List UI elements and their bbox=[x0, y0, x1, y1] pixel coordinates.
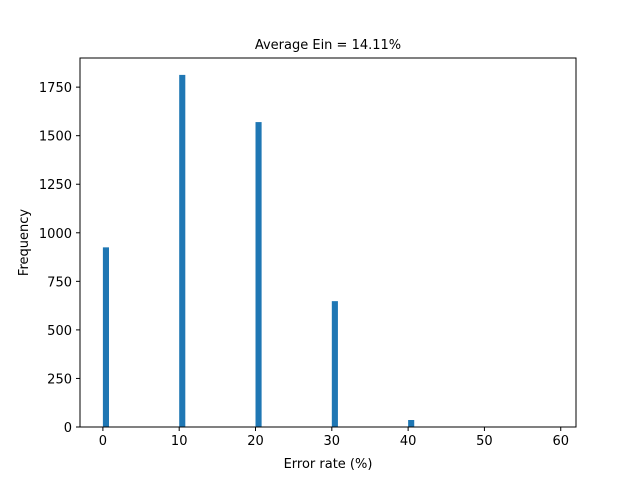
plot-frame bbox=[79, 57, 577, 428]
y-tick-label: 500 bbox=[47, 324, 72, 339]
x-tick-label: 10 bbox=[171, 434, 188, 449]
y-tick-label: 1750 bbox=[39, 81, 72, 96]
y-tick-label: 250 bbox=[47, 372, 72, 387]
x-tick-label: 30 bbox=[324, 434, 341, 449]
y-axis-label: Frequency bbox=[17, 209, 32, 276]
x-tick-label: 0 bbox=[99, 434, 107, 449]
y-tick-label: 1250 bbox=[39, 178, 72, 193]
bar-3 bbox=[331, 301, 338, 427]
bar-0 bbox=[102, 247, 109, 427]
y-tick-label: 1000 bbox=[39, 227, 72, 242]
bar-1 bbox=[179, 74, 186, 428]
bars-group bbox=[102, 74, 415, 428]
x-tick-label: 20 bbox=[247, 434, 264, 449]
x-axis-ticks: 0 10 20 30 40 50 60 bbox=[99, 427, 569, 449]
chart-title: Average Ein = 14.11% bbox=[255, 38, 401, 53]
y-axis-ticks: 0 250 500 750 1000 1250 1500 1750 bbox=[39, 81, 80, 436]
x-tick-label: 40 bbox=[400, 434, 417, 449]
y-tick-label: 1500 bbox=[39, 130, 72, 145]
x-axis-label: Error rate (%) bbox=[284, 457, 373, 472]
bar-4 bbox=[408, 420, 415, 427]
bar-2 bbox=[255, 122, 262, 427]
x-tick-label: 50 bbox=[476, 434, 493, 449]
y-tick-label: 750 bbox=[47, 275, 72, 290]
y-tick-label: 0 bbox=[64, 421, 72, 436]
x-tick-label: 60 bbox=[552, 434, 569, 449]
